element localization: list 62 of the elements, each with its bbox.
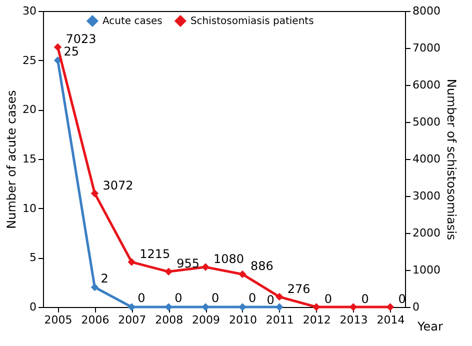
point bbox=[202, 303, 210, 311]
y-tick-label: 30 bbox=[22, 4, 36, 18]
point bbox=[54, 43, 62, 52]
data-label: 0 bbox=[212, 291, 220, 305]
y-tick-label: 15 bbox=[22, 152, 36, 166]
y2-tick-label: 3000 bbox=[412, 190, 440, 202]
point bbox=[386, 303, 394, 311]
data-label: 886 bbox=[250, 259, 274, 274]
data-label: 0 bbox=[266, 293, 274, 307]
y2-axis-title: Number of schistosomiasis bbox=[444, 78, 458, 240]
data-label: 0 bbox=[138, 291, 146, 305]
y2-tick-label: 8000 bbox=[412, 4, 440, 18]
legend-label: Acute cases bbox=[102, 16, 162, 27]
data-label: 0 bbox=[248, 291, 256, 305]
point bbox=[90, 283, 99, 292]
y2-tick-label: 5000 bbox=[412, 116, 440, 128]
y-tick-label: 5 bbox=[30, 251, 36, 264]
y2-tick-label: 7000 bbox=[412, 42, 440, 54]
point bbox=[164, 303, 172, 311]
data-label: 955 bbox=[176, 256, 200, 271]
y2-tick-label: 0 bbox=[412, 300, 420, 314]
x-tick-label: 2007 bbox=[118, 314, 146, 326]
y-tick-label: 10 bbox=[22, 202, 36, 215]
data-label: 1080 bbox=[214, 252, 244, 266]
point bbox=[238, 303, 246, 311]
y-axis-title: Number of acute cases bbox=[4, 90, 19, 229]
data-label: 0 bbox=[324, 292, 332, 306]
x-axis-title: Year bbox=[416, 320, 443, 334]
x-tick-label: 2008 bbox=[155, 314, 184, 326]
x-tick-label: 2006 bbox=[81, 314, 110, 326]
point bbox=[164, 268, 172, 276]
point bbox=[276, 292, 284, 301]
point bbox=[202, 263, 210, 271]
x-tick-label: 2011 bbox=[266, 314, 294, 326]
x-tick-label: 2013 bbox=[340, 314, 368, 326]
data-label: 1215 bbox=[140, 247, 170, 262]
data-label: 0 bbox=[361, 292, 369, 306]
y2-tick-label: 2000 bbox=[412, 226, 440, 240]
data-label: 3072 bbox=[102, 178, 134, 192]
data-label: 2 bbox=[100, 271, 108, 286]
y-tick-label: 0 bbox=[30, 300, 36, 314]
data-label: 0 bbox=[174, 291, 182, 305]
x-tick-label: 2010 bbox=[228, 314, 257, 326]
data-label: 0 bbox=[398, 292, 406, 306]
data-label: 7023 bbox=[66, 32, 96, 46]
x-tick-label: 2005 bbox=[44, 314, 72, 326]
y-tick-label: 20 bbox=[22, 103, 36, 116]
y2-tick-label: 6000 bbox=[412, 78, 440, 92]
y2-tick-label: 4000 bbox=[412, 152, 440, 166]
x-tick-label: 2014 bbox=[376, 314, 405, 326]
x-tick-label: 2009 bbox=[192, 314, 220, 326]
y2-tick-label: 1000 bbox=[412, 264, 440, 276]
point bbox=[90, 189, 99, 198]
point bbox=[276, 303, 284, 311]
point bbox=[238, 270, 246, 278]
y-tick-label: 25 bbox=[22, 54, 36, 67]
point bbox=[128, 258, 136, 266]
legend-label: Schistosomiasis patients bbox=[190, 16, 314, 27]
x-tick-label: 2012 bbox=[302, 314, 331, 326]
data-label: 25 bbox=[64, 44, 80, 58]
point bbox=[312, 303, 320, 311]
data-label: 276 bbox=[287, 282, 310, 296]
